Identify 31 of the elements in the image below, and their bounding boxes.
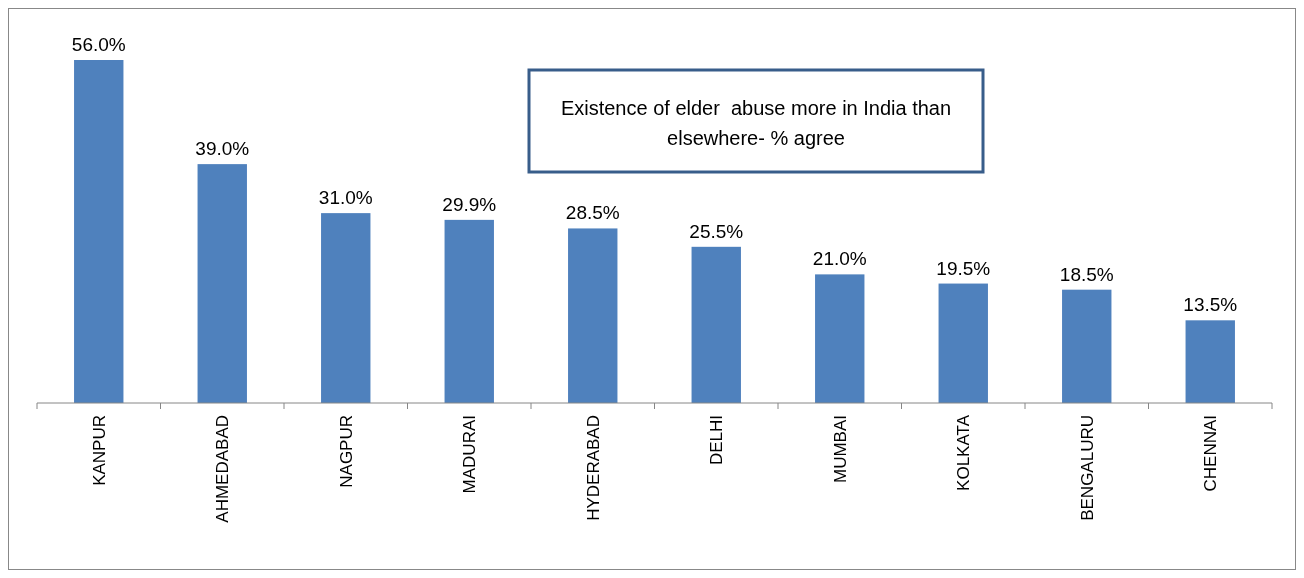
bar bbox=[197, 164, 247, 403]
x-tick-label: KANPUR bbox=[89, 415, 109, 486]
x-tick-label: MUMBAI bbox=[830, 415, 850, 483]
x-tick-label: NAGPUR bbox=[336, 415, 356, 488]
bar bbox=[938, 283, 988, 403]
data-label: 13.5% bbox=[1183, 294, 1238, 316]
x-tick-label: KOLKATA bbox=[954, 414, 974, 491]
bar bbox=[74, 60, 124, 403]
data-label: 18.5% bbox=[1059, 263, 1114, 285]
bar bbox=[444, 219, 494, 403]
data-label: 19.5% bbox=[936, 257, 991, 279]
data-label: 29.9% bbox=[442, 193, 497, 215]
bar bbox=[1062, 289, 1112, 403]
x-tick-label: MADURAI bbox=[460, 415, 480, 494]
data-label: 31.0% bbox=[318, 187, 373, 209]
x-tick-label: CHENNAI bbox=[1201, 415, 1221, 492]
bar bbox=[321, 213, 371, 403]
data-label: 39.0% bbox=[195, 138, 250, 160]
text: Existence of elder abuse more in India than elsewhere- % agree bbox=[560, 97, 952, 149]
x-tick-label: HYDERABAD bbox=[583, 415, 603, 521]
data-label: 21.0% bbox=[812, 248, 867, 270]
data-label: 25.5% bbox=[689, 220, 744, 242]
x-tick-label: BENGALURU bbox=[1077, 415, 1097, 521]
x-tick-label: DELHI bbox=[707, 415, 727, 466]
data-label: 56.0% bbox=[71, 34, 126, 55]
bar bbox=[815, 274, 865, 403]
bar bbox=[568, 228, 618, 403]
bar bbox=[1185, 320, 1235, 403]
bar bbox=[691, 246, 741, 403]
data-label: 28.5% bbox=[565, 202, 620, 224]
x-tick-label: AHMEDABAD bbox=[213, 415, 233, 523]
